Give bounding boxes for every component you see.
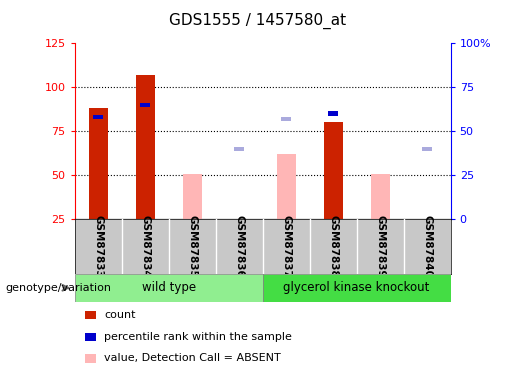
Text: wild type: wild type	[142, 281, 196, 294]
Text: GSM87839: GSM87839	[375, 215, 385, 278]
Text: genotype/variation: genotype/variation	[5, 283, 111, 293]
Bar	[136, 75, 154, 219]
Bar	[263, 274, 451, 302]
Text: glycerol kinase knockout: glycerol kinase knockout	[283, 281, 430, 294]
Bar	[328, 111, 338, 116]
Bar	[140, 103, 150, 107]
Text: count: count	[104, 310, 135, 320]
Bar	[183, 174, 201, 219]
Bar	[234, 147, 244, 151]
Bar	[277, 154, 296, 219]
Text: GSM87840: GSM87840	[422, 215, 432, 278]
Bar	[371, 174, 389, 219]
Text: GSM87834: GSM87834	[140, 215, 150, 278]
Text: percentile rank within the sample: percentile rank within the sample	[104, 332, 292, 342]
Text: GSM87836: GSM87836	[234, 215, 244, 278]
Bar	[324, 122, 342, 219]
Bar	[281, 117, 291, 121]
Text: GSM87838: GSM87838	[328, 215, 338, 278]
Bar	[89, 108, 108, 219]
Text: value, Detection Call = ABSENT: value, Detection Call = ABSENT	[104, 354, 281, 363]
Bar	[75, 274, 263, 302]
Bar	[281, 117, 291, 121]
Bar	[422, 147, 432, 151]
Text: GSM87835: GSM87835	[187, 215, 197, 278]
Bar	[93, 115, 104, 119]
Text: GDS1555 / 1457580_at: GDS1555 / 1457580_at	[169, 13, 346, 29]
Text: GSM87833: GSM87833	[93, 215, 103, 278]
Text: GSM87837: GSM87837	[281, 215, 291, 278]
